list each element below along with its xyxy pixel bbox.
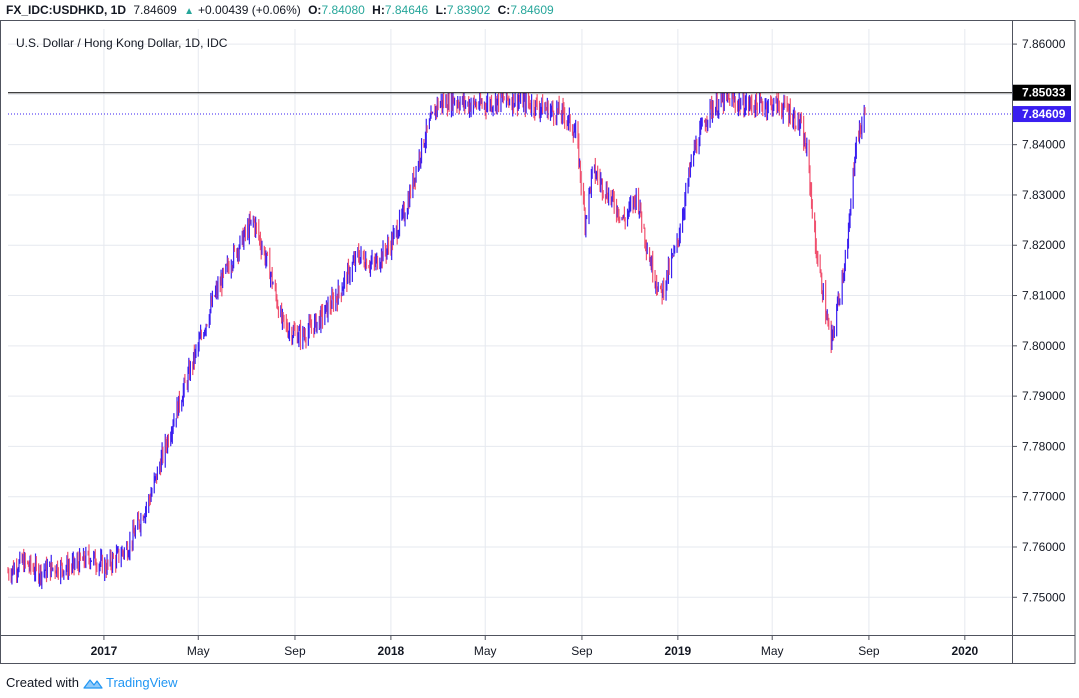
created-with-label: Created with: [6, 675, 79, 690]
symbol-label[interactable]: FX_IDC:USDHKD, 1D: [6, 3, 127, 17]
up-arrow-icon: ▲: [184, 6, 194, 17]
x-tick-label: Sep: [858, 644, 880, 658]
x-tick-label: Sep: [284, 644, 306, 658]
close-label: C:: [497, 3, 511, 17]
resistance-tag-label: 7.85033: [1022, 86, 1066, 100]
low-value: 7.83902: [446, 3, 491, 17]
last-price: 7.84609: [133, 3, 177, 17]
x-tick-label: May: [761, 644, 784, 658]
y-tick-label: 7.83000: [1022, 188, 1066, 202]
chart-frame: [0, 20, 1076, 664]
low-label: L:: [435, 3, 447, 17]
high-label: H:: [372, 3, 385, 17]
y-tick-label: 7.80000: [1022, 339, 1066, 353]
tradingview-brand: TradingView: [105, 675, 178, 690]
y-tick-label: 7.78000: [1022, 439, 1066, 453]
tradingview-logo-icon: [83, 678, 103, 689]
open-value: 7.84080: [321, 3, 365, 17]
candles: [7, 92, 866, 590]
price-change: +0.00439 (+0.06%): [198, 3, 301, 17]
x-tick-label: 2020: [951, 644, 978, 658]
axes: 7.860007.850007.840007.830007.820007.810…: [0, 20, 1076, 664]
last-price-tag-bg: [1013, 106, 1071, 123]
resistance-tag-bg: [1013, 84, 1071, 101]
y-tick-label: 7.86000: [1022, 37, 1066, 51]
x-tick-label: 2019: [665, 644, 692, 658]
y-tick-label: 7.84000: [1022, 138, 1066, 152]
chart-title: U.S. Dollar / Hong Kong Dollar, 1D, IDC: [16, 36, 228, 50]
y-tick-label: 7.77000: [1022, 490, 1066, 504]
symbol-header: FX_IDC:USDHKD, 1D 7.84609 ▲ +0.00439 (+0.…: [6, 3, 558, 17]
x-tick-label: 2018: [378, 644, 405, 658]
y-tick-label: 7.81000: [1022, 289, 1066, 303]
y-tick-label: 7.82000: [1022, 238, 1066, 252]
high-value: 7.84646: [384, 3, 429, 17]
x-tick-label: 2017: [91, 644, 118, 658]
tradingview-link[interactable]: TradingView: [83, 675, 178, 690]
open-label: O:: [308, 3, 322, 17]
x-tick-label: May: [187, 644, 210, 658]
x-tick-label: May: [474, 644, 497, 658]
grid: [8, 29, 1012, 635]
y-tick-label: 7.79000: [1022, 389, 1066, 403]
last-price-tag-label: 7.84609: [1022, 107, 1066, 121]
footer: Created with TradingView: [6, 675, 178, 690]
y-tick-label: 7.75000: [1022, 590, 1066, 604]
close-value: 7.84609: [510, 3, 554, 17]
price-lines: [8, 92, 1012, 115]
y-tick-label: 7.76000: [1022, 540, 1066, 554]
x-tick-label: Sep: [571, 644, 593, 658]
